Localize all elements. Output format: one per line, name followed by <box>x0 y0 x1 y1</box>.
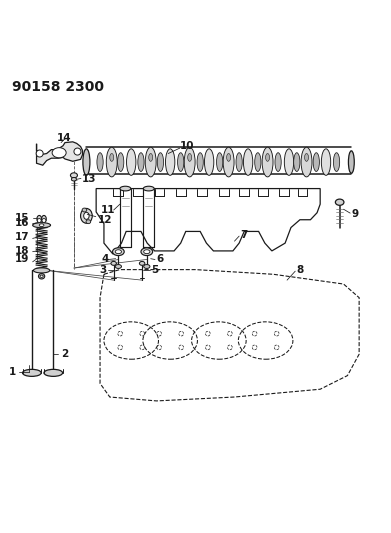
Ellipse shape <box>41 215 46 222</box>
Ellipse shape <box>32 223 50 228</box>
Ellipse shape <box>197 153 203 172</box>
Ellipse shape <box>184 147 195 177</box>
Ellipse shape <box>127 149 136 175</box>
Ellipse shape <box>82 208 87 212</box>
Circle shape <box>36 150 43 157</box>
Ellipse shape <box>217 153 223 172</box>
Ellipse shape <box>23 369 41 376</box>
Ellipse shape <box>227 154 231 161</box>
Ellipse shape <box>305 154 308 161</box>
Ellipse shape <box>84 212 89 220</box>
Ellipse shape <box>81 208 92 223</box>
Ellipse shape <box>40 275 43 277</box>
Text: 17: 17 <box>15 232 29 243</box>
Ellipse shape <box>255 153 261 172</box>
Ellipse shape <box>38 273 45 279</box>
Ellipse shape <box>321 149 331 175</box>
Ellipse shape <box>83 149 90 175</box>
Ellipse shape <box>110 154 114 161</box>
Text: 5: 5 <box>151 265 159 276</box>
Ellipse shape <box>265 154 269 161</box>
Text: 7: 7 <box>240 230 248 240</box>
Ellipse shape <box>70 173 77 178</box>
Text: 9: 9 <box>352 209 359 219</box>
Ellipse shape <box>37 215 41 222</box>
Text: 18: 18 <box>15 246 29 256</box>
Ellipse shape <box>115 264 122 269</box>
Ellipse shape <box>284 149 294 175</box>
Ellipse shape <box>113 248 124 256</box>
Text: 4: 4 <box>101 254 109 264</box>
Text: 16: 16 <box>15 218 29 228</box>
Ellipse shape <box>33 268 50 273</box>
Ellipse shape <box>143 250 150 254</box>
Ellipse shape <box>204 149 214 175</box>
Ellipse shape <box>334 153 340 172</box>
Ellipse shape <box>52 148 66 158</box>
Text: 11: 11 <box>100 205 115 215</box>
Ellipse shape <box>39 224 44 227</box>
Ellipse shape <box>262 147 273 177</box>
Ellipse shape <box>86 220 91 224</box>
Ellipse shape <box>44 369 63 376</box>
Ellipse shape <box>120 186 131 191</box>
Ellipse shape <box>223 147 234 177</box>
Ellipse shape <box>138 153 144 172</box>
Ellipse shape <box>149 154 152 161</box>
Text: 6: 6 <box>156 254 164 264</box>
Ellipse shape <box>335 199 344 205</box>
Ellipse shape <box>145 147 156 177</box>
Ellipse shape <box>313 153 319 172</box>
Ellipse shape <box>72 177 77 181</box>
Ellipse shape <box>275 153 281 172</box>
Ellipse shape <box>141 248 152 256</box>
Text: 15: 15 <box>15 213 29 223</box>
Ellipse shape <box>143 186 154 191</box>
Ellipse shape <box>143 264 150 269</box>
Text: 90158 2300: 90158 2300 <box>13 80 104 94</box>
Ellipse shape <box>165 149 175 175</box>
Ellipse shape <box>244 149 253 175</box>
Text: 10: 10 <box>180 141 194 151</box>
Ellipse shape <box>294 153 300 172</box>
Circle shape <box>37 219 41 222</box>
Ellipse shape <box>236 153 242 172</box>
Ellipse shape <box>348 151 354 173</box>
Ellipse shape <box>140 261 145 265</box>
Text: 19: 19 <box>15 254 29 264</box>
Circle shape <box>42 219 46 222</box>
Ellipse shape <box>115 250 122 254</box>
Text: 2: 2 <box>61 349 68 359</box>
Text: 12: 12 <box>97 215 112 225</box>
Ellipse shape <box>178 153 184 172</box>
Ellipse shape <box>97 153 103 172</box>
Ellipse shape <box>111 261 117 265</box>
Text: 14: 14 <box>57 133 72 143</box>
Circle shape <box>74 148 81 155</box>
Polygon shape <box>36 142 83 165</box>
Text: 3: 3 <box>100 265 107 276</box>
Text: 13: 13 <box>82 174 96 184</box>
Text: 1: 1 <box>9 367 16 377</box>
Ellipse shape <box>188 154 192 161</box>
Ellipse shape <box>118 153 124 172</box>
Text: 8: 8 <box>297 265 304 276</box>
Ellipse shape <box>157 153 163 172</box>
Ellipse shape <box>106 147 117 177</box>
Ellipse shape <box>301 147 312 177</box>
